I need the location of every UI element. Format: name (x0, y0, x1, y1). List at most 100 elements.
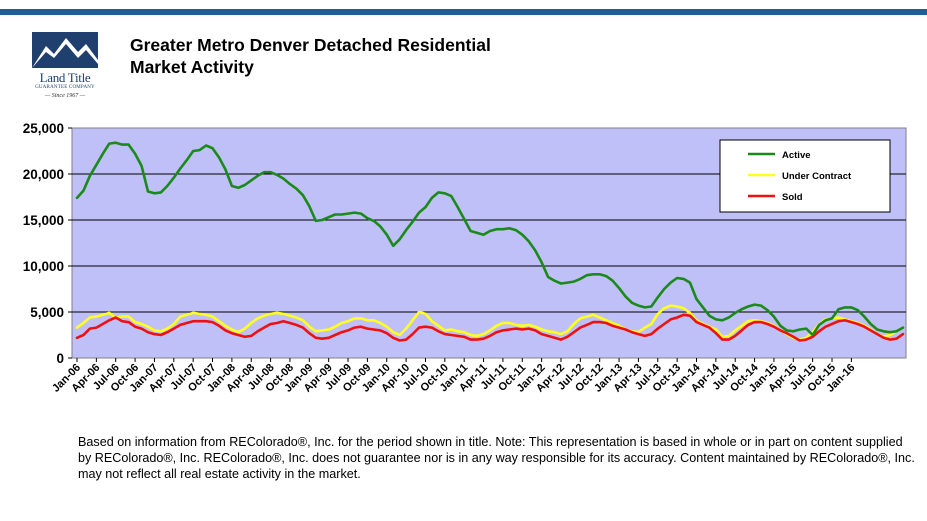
legend-label: Sold (782, 192, 803, 203)
y-tick-label: 0 (56, 351, 64, 366)
data-point-under-contract (160, 330, 162, 333)
data-point-sold (102, 323, 104, 325)
data-point-active (456, 206, 459, 208)
data-point-active (721, 319, 724, 322)
data-point-sold (527, 327, 530, 330)
data-point-sold (269, 323, 272, 325)
data-point-active (353, 211, 356, 214)
data-point-sold (515, 327, 517, 330)
data-point-under-contract (889, 334, 891, 336)
data-point-sold (405, 338, 407, 341)
data-point-active (327, 216, 330, 218)
data-point-under-contract (669, 304, 672, 307)
data-point-active (256, 175, 259, 177)
data-point-under-contract (463, 331, 466, 333)
data-point-active (715, 318, 717, 321)
data-point-sold (218, 325, 220, 327)
data-point-under-contract (366, 319, 369, 322)
data-point-under-contract (450, 328, 453, 331)
data-point-sold (876, 333, 878, 335)
data-point-active (437, 191, 440, 194)
data-point-active (192, 150, 194, 152)
data-point-sold (760, 321, 762, 323)
data-point-under-contract (437, 325, 440, 327)
data-point-active (82, 189, 85, 192)
data-point-sold (334, 334, 336, 336)
data-point-sold (224, 329, 227, 332)
data-point-under-contract (295, 316, 298, 319)
data-point-under-contract (244, 327, 246, 330)
data-point-active (773, 315, 775, 318)
data-point-sold (108, 319, 111, 322)
data-point-under-contract (256, 317, 259, 320)
data-point-under-contract (398, 334, 401, 336)
data-point-active (121, 143, 123, 146)
data-point-under-contract (386, 325, 388, 328)
data-point-sold (805, 338, 807, 341)
data-point-active (379, 225, 382, 228)
data-point-active (811, 334, 814, 336)
data-point-active (315, 220, 317, 222)
data-point-active (592, 273, 595, 276)
data-point-active (244, 184, 246, 186)
data-point-sold (889, 338, 891, 341)
data-point-under-contract (456, 330, 459, 333)
data-point-sold (850, 321, 853, 323)
data-point-under-contract (76, 326, 78, 329)
data-point-under-contract (553, 331, 556, 333)
data-point-under-contract (102, 314, 104, 316)
data-point-sold (689, 314, 691, 317)
data-point-active (205, 144, 207, 147)
mountain-logo-icon (32, 32, 98, 68)
data-point-sold (456, 335, 459, 337)
data-point-under-contract (650, 323, 653, 325)
data-point-sold (521, 328, 524, 331)
data-point-active (540, 261, 543, 264)
data-point-active (463, 218, 466, 220)
data-point-active (586, 274, 588, 276)
market-activity-chart: 05,00010,00015,00020,00025,000Jan-06Apr-… (23, 121, 907, 395)
data-point-under-contract (289, 314, 291, 317)
data-point-under-contract (740, 325, 743, 327)
data-point-active (89, 175, 91, 177)
data-point-under-contract (153, 329, 156, 332)
data-point-sold (289, 322, 291, 324)
data-point-under-contract (469, 334, 472, 336)
data-point-sold (831, 323, 833, 325)
data-point-active (360, 212, 362, 215)
data-point-active (147, 190, 149, 193)
data-point-active (179, 167, 182, 170)
data-point-active (644, 306, 646, 309)
data-point-under-contract (644, 326, 646, 329)
data-point-active (708, 314, 711, 317)
data-point-under-contract (250, 322, 252, 324)
data-point-under-contract (392, 331, 395, 333)
data-point-sold (360, 325, 362, 328)
data-point-sold (418, 326, 420, 329)
data-point-under-contract (592, 314, 595, 316)
data-point-sold (824, 325, 827, 328)
data-point-sold (424, 325, 427, 328)
data-point-sold (631, 331, 633, 333)
data-point-under-contract (211, 315, 214, 318)
data-point-active (579, 278, 582, 280)
data-point-sold (734, 335, 736, 337)
data-point-active (282, 177, 285, 180)
data-point-under-contract (579, 317, 582, 320)
data-point-under-contract (140, 323, 143, 325)
title-line-2: Market Activity (130, 57, 254, 77)
data-point-active (224, 168, 227, 171)
data-point-under-contract (198, 313, 201, 315)
data-point-sold (682, 314, 685, 316)
data-point-sold (779, 329, 782, 332)
data-point-active (347, 212, 349, 215)
data-point-sold (153, 333, 156, 335)
data-point-active (489, 230, 491, 232)
data-point-under-contract (127, 315, 130, 318)
data-point-sold (173, 327, 175, 330)
data-point-under-contract (108, 312, 111, 314)
data-point-under-contract (521, 325, 524, 327)
data-point-sold (895, 337, 898, 340)
data-point-active (734, 312, 736, 314)
data-point-under-contract (482, 333, 485, 335)
